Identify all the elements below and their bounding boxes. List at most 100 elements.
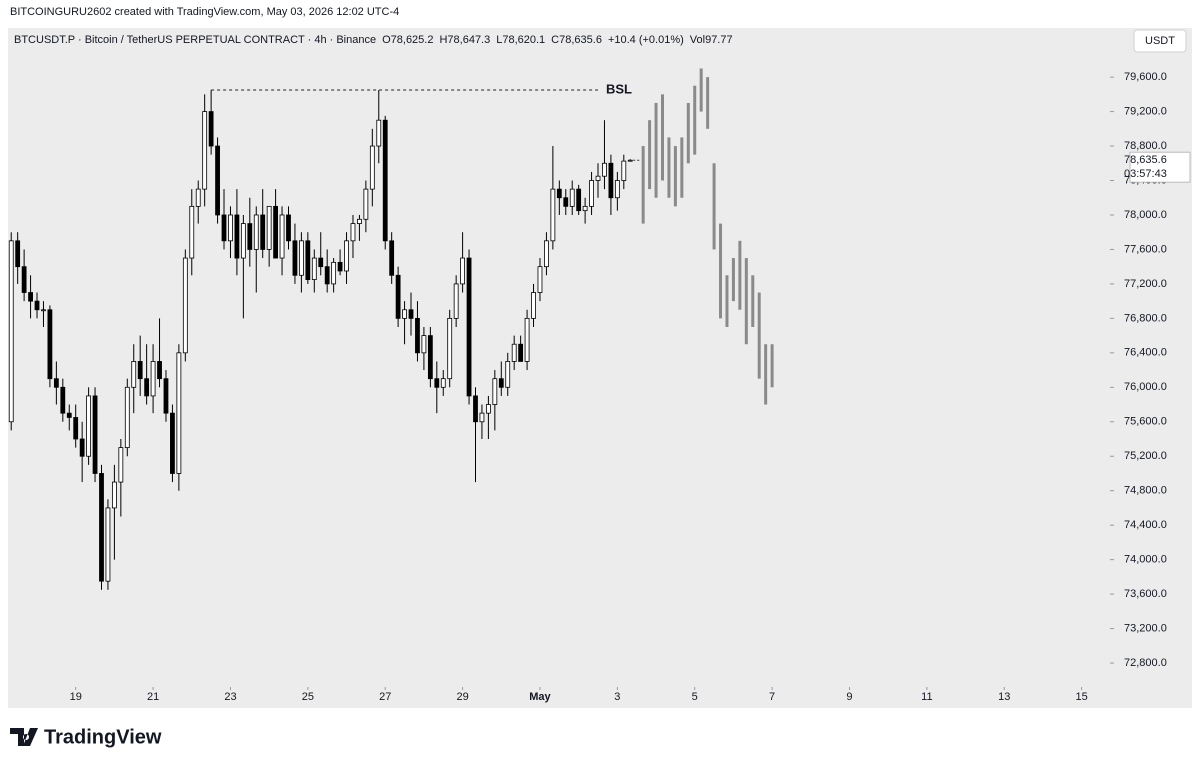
currency-button[interactable] [1133,29,1187,53]
candle-body [440,378,446,388]
candle-body [118,447,124,483]
brand-icon [10,728,38,746]
candle-body [569,188,575,207]
candle-body [357,218,362,224]
candle-body [582,205,588,212]
candle-body [305,240,311,280]
candle-body [21,266,27,293]
ohlc-value: Vol97.77 [690,34,733,46]
projection-bar [667,137,671,198]
candle-body [86,395,92,457]
x-tick-label: 15 [1076,691,1088,703]
candle-body [189,205,195,259]
candle-body [41,309,46,312]
candle-body [331,261,337,285]
candle-body [550,188,556,242]
bsl-label: BSL [606,81,632,96]
y-tick-label: 75,600.0 [1124,416,1167,428]
candle-body [344,240,349,272]
projection-bar [712,163,716,250]
candle-body [124,386,130,449]
candle-body [195,188,201,207]
x-tick-label: 9 [846,691,852,703]
y-tick-label: 76,000.0 [1124,381,1167,393]
x-tick-label: May [529,691,551,703]
candle-body [221,214,227,242]
candle-body [47,309,53,380]
projection-bar [680,137,684,198]
candle-body [537,266,543,293]
x-tick-label: 27 [379,691,391,703]
candle-body [260,214,266,250]
candle-body [311,257,317,280]
y-tick-label: 77,600.0 [1124,243,1167,255]
candle-body [163,378,169,414]
symbol-legend: BTCUSDT.P · Bitcoin / TetherUS PERPETUAL… [14,34,733,46]
candle-body [576,188,582,212]
candle-body [421,335,427,354]
candle-body [28,292,33,302]
ohlc-value: C78,635.6 [551,34,602,46]
candle-body [369,145,375,190]
projection-bar [770,344,774,388]
candle-body [228,214,233,242]
candle-body [485,404,491,414]
currency-label[interactable]: USDT [1145,35,1175,47]
projection-bar [706,77,710,129]
projection-bar [686,102,690,164]
candle-body [415,317,420,354]
candle-body [8,240,14,423]
x-tick-label: 29 [456,691,468,703]
candle-body [524,317,530,362]
candle-body [131,361,137,388]
candle-body [589,180,594,207]
candle-body [492,378,498,405]
ohlc-value: +10.4 (+0.01%) [608,34,684,46]
x-tick-label: 13 [998,691,1010,703]
countdown-label: 03:57:43 [1124,168,1167,180]
candle-body [505,361,511,388]
projection-bar [660,94,664,181]
candle-body [208,111,214,147]
projection-bar [764,344,768,405]
candle-body [202,111,208,190]
candle-body [350,223,356,242]
candle-body [473,395,478,423]
candle-body [53,378,59,388]
candle-body [608,162,614,199]
candle-body [234,214,240,259]
ohlc-value: H78,647.3 [439,34,490,46]
candle-body [453,283,459,319]
y-tick-label: 79,600.0 [1124,71,1167,83]
candle-body [182,257,188,354]
candle-body [324,266,330,285]
candle-body [176,352,182,474]
candle-body [215,145,220,216]
candle-body [279,214,285,259]
x-tick-label: 21 [147,691,159,703]
candle-body [531,292,536,319]
y-tick-label: 73,200.0 [1124,622,1167,634]
candle-body [157,361,162,380]
projection-bar [738,240,742,310]
projection-bar [641,146,645,224]
candle-body [253,214,259,250]
candle-body [79,438,85,457]
candle-body [563,197,569,207]
candle-body [518,343,524,362]
projection-bar [719,223,723,319]
candle-body [544,240,549,268]
candle-body [150,361,156,397]
candle-body [273,205,279,259]
projection-bar [751,275,755,327]
candle-body [66,412,72,418]
x-tick-label: 5 [692,691,698,703]
candle-body [298,240,304,276]
candle-body [621,160,627,181]
projection-bar [731,258,735,302]
y-tick-label: 72,800.0 [1124,657,1167,669]
candle-body [111,481,117,509]
candle-body [595,175,601,181]
